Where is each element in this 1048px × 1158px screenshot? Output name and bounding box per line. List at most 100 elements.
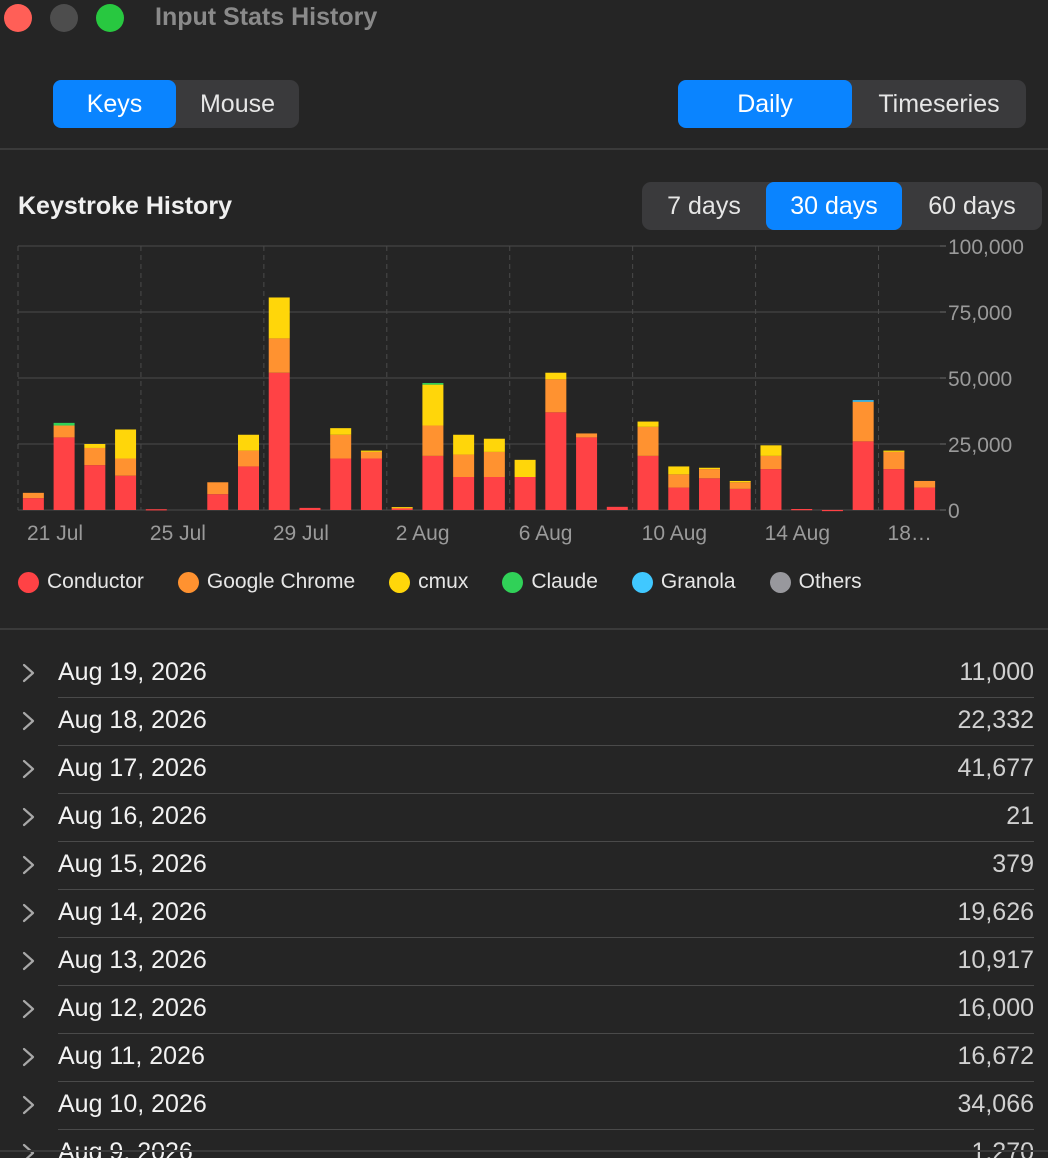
bar-segment: [760, 469, 782, 510]
bar-segment: [699, 478, 720, 510]
x-tick-label: 2 Aug: [396, 522, 450, 545]
bar-segment: [53, 422, 75, 426]
chevron-right-icon[interactable]: [18, 757, 40, 781]
history-row[interactable]: Aug 13, 2026 10,917: [22, 938, 1034, 986]
bar-segment: [268, 297, 290, 339]
history-row[interactable]: Aug 9, 2026 1,270: [22, 1130, 1034, 1158]
bar-segment: [299, 507, 321, 510]
bar-segment: [545, 372, 567, 380]
bar-segment: [699, 467, 720, 470]
bar-segment: [115, 429, 137, 459]
history-row[interactable]: Aug 18, 2026 22,332: [22, 698, 1034, 746]
bar-segment: [852, 401, 874, 442]
bar-segment: [668, 466, 690, 475]
legend-swatch: [502, 571, 524, 593]
history-row[interactable]: Aug 12, 2026 16,000: [22, 986, 1034, 1034]
x-tick-label: 29 Jul: [273, 522, 329, 545]
legend-swatch: [389, 571, 411, 593]
bar-segment: [637, 421, 659, 427]
y-tick-label: 0: [948, 500, 960, 523]
mouse-tab[interactable]: Mouse: [199, 89, 276, 118]
chevron-right-icon[interactable]: [18, 661, 40, 685]
input-type-toggle: Keys Mouse: [53, 80, 299, 128]
window-title: Input Stats History: [155, 3, 378, 31]
range-60-days[interactable]: 60 days: [928, 191, 1016, 220]
chevron-right-icon[interactable]: [18, 1093, 40, 1117]
bar-segment: [330, 434, 352, 459]
zoom-window-button[interactable]: [96, 4, 124, 32]
bar-segment: [422, 455, 444, 510]
bar-segment: [699, 469, 720, 479]
bar-segment: [637, 426, 659, 456]
bar-segment: [422, 384, 444, 426]
bar-segment: [483, 451, 505, 477]
bar-segment: [268, 372, 290, 510]
legend-label: Conductor: [47, 570, 144, 593]
minimize-window-button[interactable]: [50, 4, 78, 32]
history-row[interactable]: Aug 11, 2026 16,672: [22, 1034, 1034, 1082]
bar-segment: [391, 507, 413, 509]
bar-segment: [22, 498, 44, 510]
history-date: Aug 19, 2026: [58, 658, 207, 686]
history-date: Aug 13, 2026: [58, 946, 207, 974]
bar-segment: [914, 487, 936, 510]
legend-label: Granola: [660, 570, 736, 593]
daily-tab[interactable]: Daily: [678, 80, 852, 128]
chevron-right-icon[interactable]: [18, 1141, 40, 1158]
chevron-right-icon[interactable]: [18, 853, 40, 877]
legend-swatch: [631, 571, 653, 593]
history-date: Aug 12, 2026: [58, 994, 207, 1022]
history-row[interactable]: Aug 16, 2026 21: [22, 794, 1034, 842]
chevron-right-icon[interactable]: [18, 997, 40, 1021]
legend-label: Claude: [531, 570, 598, 593]
bar-segment: [852, 441, 874, 510]
legend-label: cmux: [418, 570, 469, 593]
timeseries-tab[interactable]: Timeseries: [878, 89, 1000, 118]
bar-segment: [22, 492, 44, 499]
history-row[interactable]: Aug 19, 2026 11,000: [22, 650, 1034, 698]
bar-segment: [84, 444, 106, 448]
history-row[interactable]: Aug 14, 2026 19,626: [22, 890, 1034, 938]
history-date: Aug 14, 2026: [58, 898, 207, 926]
y-tick-label: 25,000: [948, 434, 1012, 457]
bar-segment: [606, 506, 628, 510]
chart-legend: Conductor Google Chrome cmux Claude Gran…: [18, 570, 896, 594]
bar-segment: [145, 509, 167, 511]
bar-segment: [668, 487, 690, 510]
history-row[interactable]: Aug 15, 2026 379: [22, 842, 1034, 890]
bar-segment: [453, 454, 475, 477]
legend-swatch: [18, 571, 39, 593]
history-row[interactable]: Aug 17, 2026 41,677: [22, 746, 1034, 794]
bar-segment: [545, 379, 567, 413]
keystroke-chart: 100,000 75,000 50,000 25,000 0 21 Jul 25 Jul 29…: [17, 236, 1024, 545]
bar-segment: [238, 434, 259, 451]
bar-segment: [637, 455, 659, 510]
bar-segment: [84, 465, 106, 510]
history-count: 10,917: [957, 946, 1034, 974]
chevron-right-icon[interactable]: [18, 1045, 40, 1069]
close-window-button[interactable]: [4, 4, 32, 32]
range-30-days[interactable]: 30 days: [766, 182, 902, 230]
chevron-right-icon[interactable]: [18, 805, 40, 829]
bar-segment: [207, 494, 229, 510]
history-date: Aug 11, 2026: [58, 1042, 205, 1070]
range-7-days[interactable]: 7 days: [667, 191, 741, 220]
chevron-right-icon[interactable]: [18, 901, 40, 925]
history-row[interactable]: Aug 10, 2026 34,066: [22, 1082, 1034, 1130]
bar-segment: [760, 455, 782, 470]
x-tick-label: 25 Jul: [150, 522, 206, 545]
bar-segment: [238, 450, 259, 467]
history-count: 16,672: [957, 1042, 1034, 1070]
bar-segment: [576, 433, 598, 438]
x-tick-label: 10 Aug: [642, 522, 707, 545]
chart-title: Keystroke History: [18, 192, 232, 220]
bar-segment: [115, 458, 137, 476]
bar-segment: [576, 437, 598, 510]
bar-segment: [53, 437, 75, 510]
chevron-right-icon[interactable]: [18, 709, 40, 733]
bar-segment: [360, 458, 382, 510]
keys-tab[interactable]: Keys: [53, 80, 176, 128]
x-tick-label: 21 Jul: [27, 522, 83, 545]
bar-segment: [883, 451, 905, 470]
chevron-right-icon[interactable]: [18, 949, 40, 973]
